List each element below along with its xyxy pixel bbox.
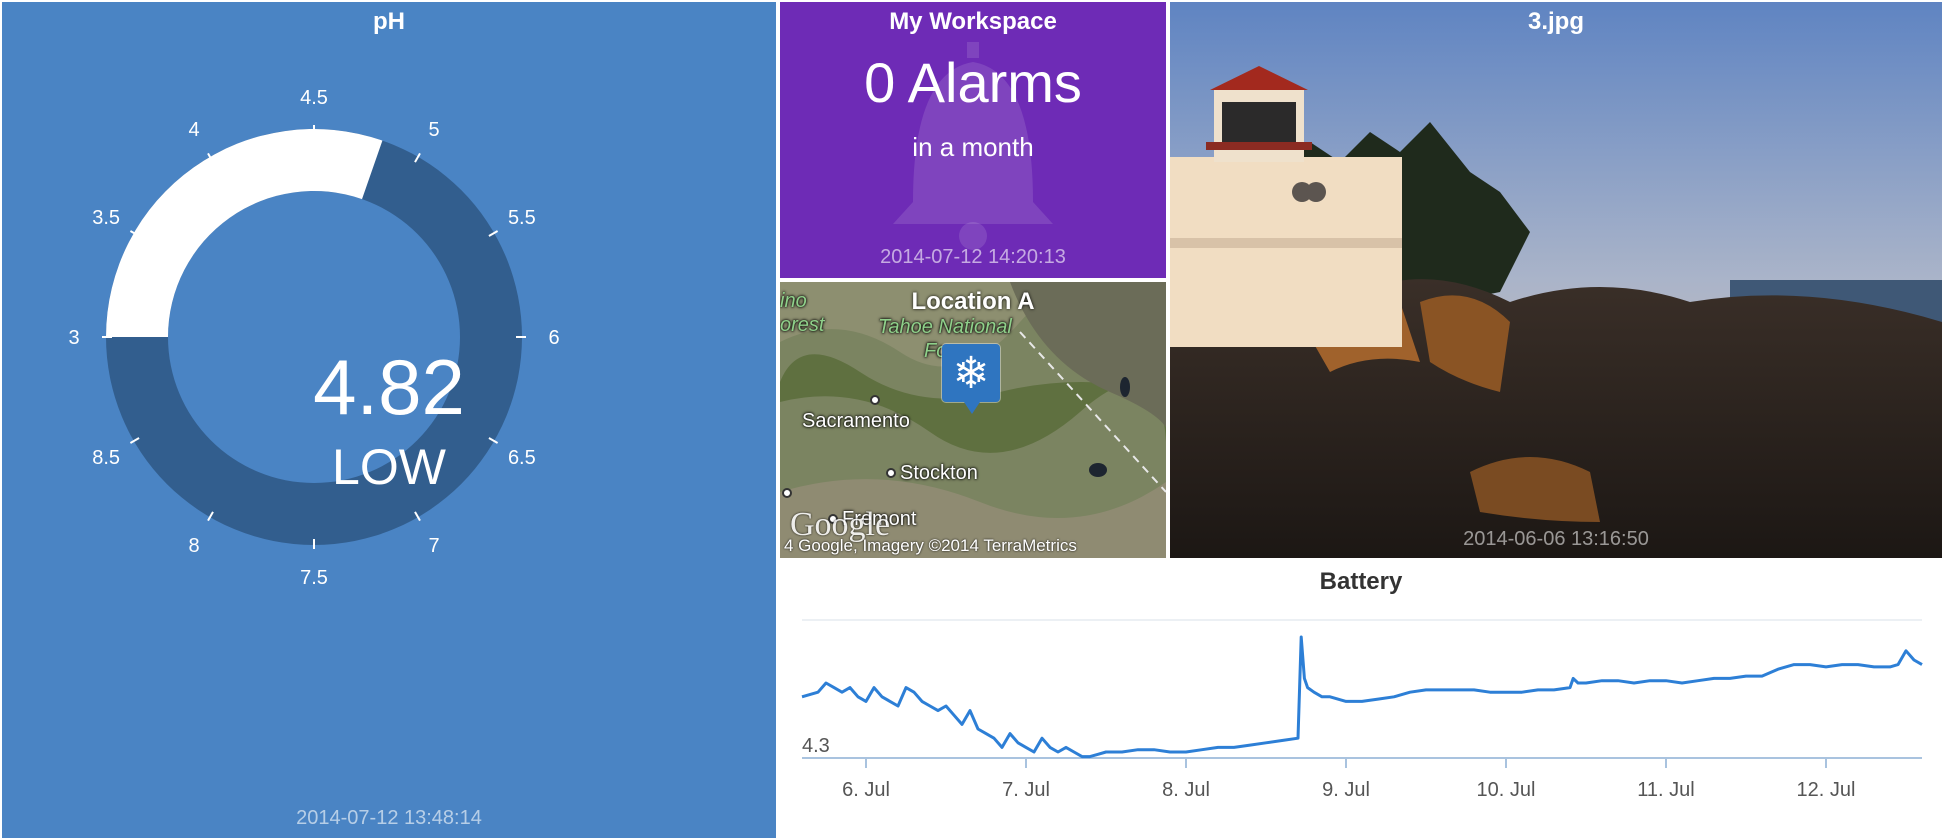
x-tick-label: 8. Jul [1162,779,1210,801]
location-map-tile[interactable]: ino orest Location A Tahoe National Fo S… [780,282,1166,558]
battery-chart-tile[interactable]: 6. Jul 7. Jul 8. Jul 9. Jul 10. Jul 11. Jul 12… [780,562,1942,838]
workspace-timestamp: 2014-07-12 14:20:13 [880,246,1066,268]
gauge-tick-label: 5.5 [508,207,536,229]
location-pin[interactable]: ❄ [942,344,1000,414]
gauge-tick-label: 8 [188,535,199,557]
ph-value: 4.82 [313,343,465,431]
y-tick-label: 4.3 [802,735,830,757]
x-tick-label: 11. Jul [1637,779,1694,801]
map-label-tahoe: Tahoe National [878,316,1012,338]
city-marker-fremont [828,514,838,524]
bell-icon [893,42,1053,250]
map-label-forest: ino [780,290,807,312]
x-tick-label: 12. Jul [1797,779,1856,801]
ph-timestamp: 2014-07-12 13:48:14 [296,807,482,829]
gauge-tick-mark [207,511,214,522]
gauge-tick-mark [488,437,499,444]
x-tick-label: 9. Jul [1322,779,1370,801]
gauge-tick-mark [414,511,421,522]
city-marker-edge [782,488,792,498]
gauge-tick-mark [488,230,499,237]
gauge-tick-label: 3.5 [92,207,120,229]
gauge-tick-label: 7.5 [300,567,328,589]
ph-gauge: 3 3.5 4 4.5 5 5.5 6 6.5 7 7.5 8 8.5 [68,87,559,589]
alarm-count: 0 Alarms [864,51,1082,114]
map-label-forest-2: orest [780,314,825,336]
map-title: Location A [911,288,1035,315]
map-label-tahoe-2: Fo [924,340,948,362]
gauge-tick-label: 3 [68,327,79,349]
satellite-map[interactable] [780,282,1166,558]
x-tick-label: 6. Jul [842,779,890,801]
map-label-sacramento: Sacramento [802,410,910,432]
gauge-tick-label: 6.5 [508,447,536,469]
snowflake-icon: ❄ [952,349,990,398]
gauge-tick-label: 4 [188,119,199,141]
gauge-tick-mark [129,437,140,444]
x-tick-label: 7. Jul [1002,779,1050,801]
map-copyright: 4 Google, Imagery ©2014 TerraMetrics [784,536,1077,555]
ph-status: LOW [332,439,446,495]
battery-chart: 6. Jul 7. Jul 8. Jul 9. Jul 10. Jul 11. Jul 12… [801,619,1923,801]
gauge-tick-mark [129,230,140,237]
x-tick-label: 10. Jul [1477,779,1536,801]
alarm-period: in a month [912,132,1034,162]
workspace-title: My Workspace [889,8,1057,35]
city-marker-stockton [886,468,896,478]
image-title: 3.jpg [1527,8,1584,35]
battery-title: Battery [1319,568,1403,595]
map-label-fremont: Fremont [842,508,917,530]
image-tile[interactable]: 3.jpg 2014-06-06 13:16:50 [1170,2,1942,558]
gauge-fill [106,129,383,337]
battery-series-line [801,635,1923,759]
city-marker-sacramento [870,395,880,405]
gauge-tick-label: 4.5 [300,87,328,109]
lighthouse-photo [1170,2,1942,558]
gauge-tick-label: 6 [548,327,559,349]
gauge-tick-label: 5 [428,119,439,141]
ph-title: pH [373,8,405,35]
gauge-tick-label: 8.5 [92,447,120,469]
gauge-tick-label: 7 [428,535,439,557]
gauge-tick-mark [414,152,421,163]
workspace-alarms-tile[interactable]: My Workspace 0 Alarms in a month 2014-07… [780,2,1166,278]
map-label-stockton: Stockton [900,462,978,484]
gauge-tick-mark [207,152,214,163]
ph-gauge-tile[interactable]: 3 3.5 4 4.5 5 5.5 6 6.5 7 7.5 8 8.5 pH 4.82 LOW 201… [2,2,776,838]
image-timestamp: 2014-06-06 13:16:50 [1463,528,1649,550]
google-logo: Google [790,506,891,543]
